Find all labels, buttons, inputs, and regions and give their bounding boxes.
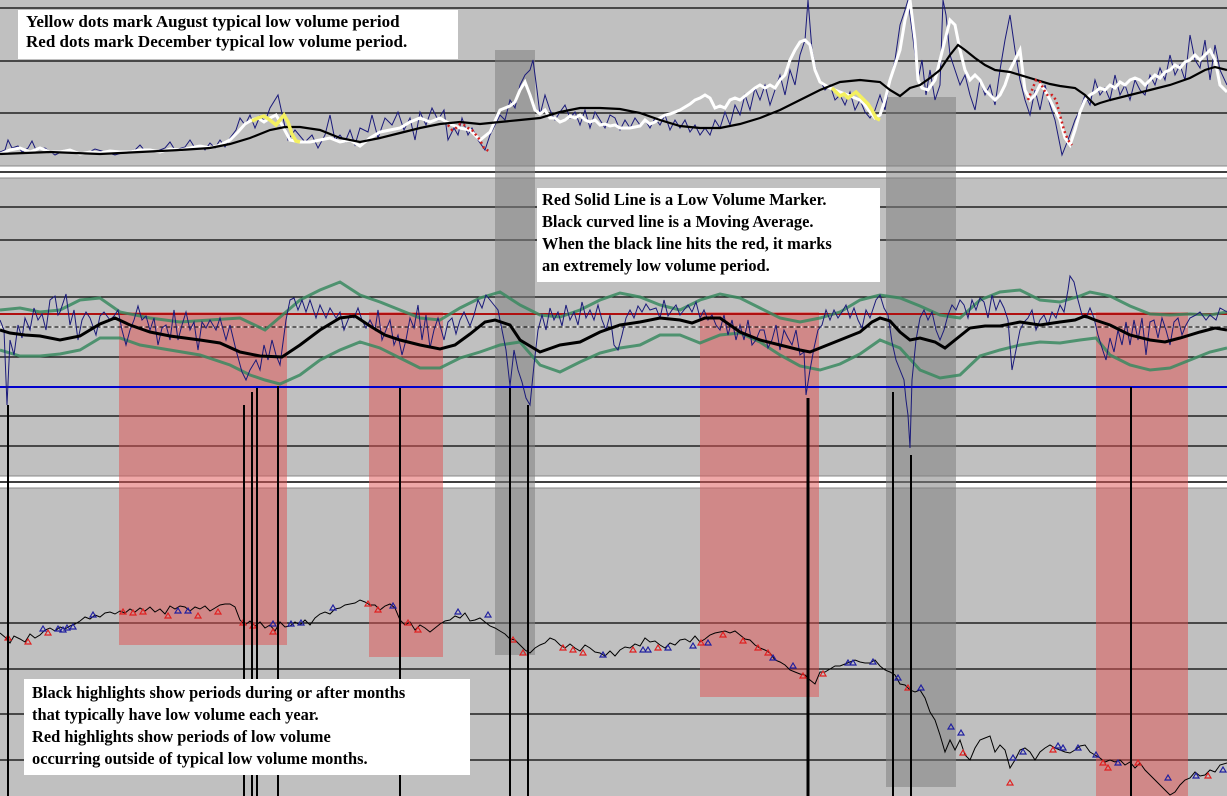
note-oscillator-legend: Red Solid Line is a Low Volume Marker. B… [537,188,880,282]
red-highlight-1 [119,312,287,645]
note-line: Red Solid Line is a Low Volume Marker. [542,190,827,209]
note-highlights-legend: Black highlights show periods during or … [24,679,470,775]
black-highlight-2 [886,97,956,787]
volume-panel [0,0,1227,157]
note-line: an extremely low volume period. [542,255,770,275]
note-line: Red dots mark December typical low volum… [26,32,408,52]
december-dots-1 [447,122,491,154]
red-highlight-3 [700,312,819,697]
red-highlight-4 [1096,312,1188,796]
red-highlight-2 [369,312,443,657]
oscillator-panel [0,274,1227,449]
note-line: that typically have low volume each year… [32,704,319,724]
sell-signal-markers [3,599,1213,786]
price-panel [0,599,1227,796]
upper-band [0,280,1227,332]
long-ma [0,43,1227,156]
oscillator-series [0,274,1227,449]
oscillator-ma [0,314,1227,359]
note-line: Black highlights show periods during or … [32,683,406,702]
august-dots-2 [830,86,881,122]
august-dots-1 [251,111,301,144]
december-dots-2 [1026,78,1073,146]
price-series [0,599,1227,796]
note-line: occurring outside of typical low volume … [32,748,368,768]
signal-vertical-lines [7,386,1132,796]
note-line: When the black line hits the red, it mar… [542,233,832,253]
note-line: Yellow dots mark August typical low volu… [26,12,400,31]
lower-band [0,331,1227,386]
note-seasonal-dots: Yellow dots mark August typical low volu… [18,10,458,59]
note-line: Red highlights show periods of low volum… [32,726,331,746]
note-line: Black curved line is a Moving Average. [542,211,814,231]
buy-signal-markers [38,601,1227,781]
pane-separator-1 [0,165,1227,179]
